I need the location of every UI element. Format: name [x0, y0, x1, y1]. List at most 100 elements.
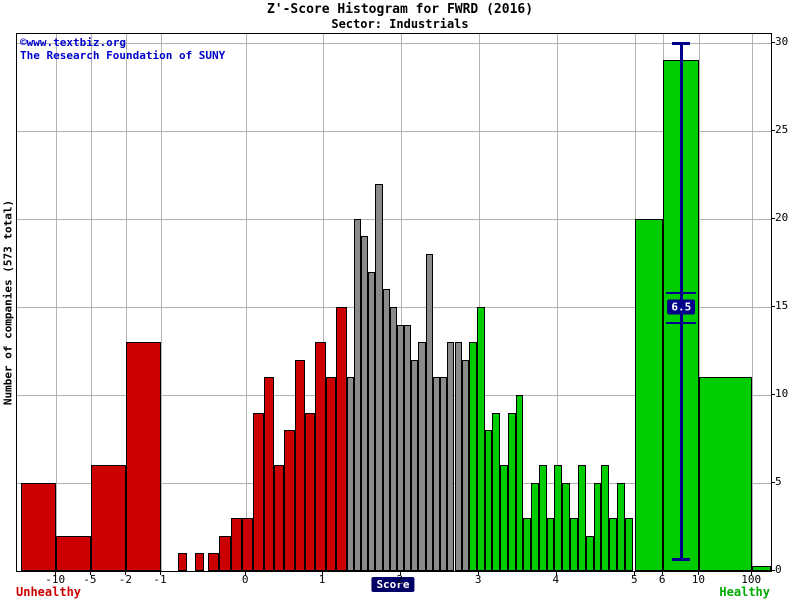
- histogram-bar: [601, 465, 610, 571]
- x-axis-tickmark: [751, 571, 753, 575]
- histogram-bar: [425, 254, 433, 571]
- chart-subtitle: Sector: Industrials: [331, 17, 469, 31]
- x-axis-tickmark: [399, 571, 401, 575]
- histogram-bar: [411, 359, 419, 571]
- histogram-bar: [361, 236, 369, 571]
- x-axis-tick-label: 3: [474, 573, 482, 586]
- x-gridline: [90, 34, 92, 571]
- histogram-bar: [253, 412, 264, 571]
- x-axis-tick-label: -1: [153, 573, 167, 586]
- histogram-bar: [507, 412, 516, 571]
- x-gridline: [400, 34, 402, 571]
- x-axis-tick-label: -5: [83, 573, 97, 586]
- y-axis-tick-label: 20: [775, 210, 789, 224]
- y-axis-tickmark: [771, 481, 775, 483]
- x-axis-tick-label: 4: [552, 573, 560, 586]
- histogram-bar: [305, 412, 316, 571]
- y-gridline: [17, 130, 771, 132]
- x-axis-tick-label: 100: [741, 573, 762, 586]
- x-axis-tickmark: [555, 571, 557, 575]
- watermark-org: The Research Foundation of SUNY: [20, 49, 226, 62]
- histogram-bar: [752, 565, 771, 571]
- y-axis-tickmark: [771, 129, 775, 131]
- histogram-bar: [617, 482, 625, 571]
- histogram-bar: [404, 324, 412, 571]
- histogram-bar: [523, 518, 532, 571]
- histogram-bar: [476, 306, 485, 571]
- histogram-bar: [554, 465, 563, 571]
- y-axis-tickmark: [771, 41, 775, 43]
- histogram-bar: [219, 535, 231, 571]
- histogram-bar: [538, 465, 547, 571]
- zscore-marker-top-cap: [672, 41, 691, 45]
- histogram-bar: [396, 324, 404, 571]
- histogram-bar: [284, 430, 295, 571]
- histogram-bar: [562, 482, 571, 571]
- y-axis-tickmark: [771, 393, 775, 395]
- histogram-bar: [593, 482, 602, 571]
- histogram-bar: [294, 359, 306, 571]
- histogram-bar: [325, 377, 337, 571]
- x-axis-tick-label: 6: [658, 573, 666, 586]
- histogram-bar: [484, 430, 493, 571]
- histogram-bar: [382, 289, 390, 571]
- x-axis-tickmark: [478, 571, 480, 575]
- histogram-bar: [389, 306, 397, 571]
- histogram-bar: [353, 218, 362, 571]
- histogram-bar: [375, 183, 383, 571]
- x-gridline: [752, 34, 754, 571]
- x-axis-tickmark: [160, 571, 161, 575]
- histogram-bar: [230, 518, 243, 571]
- chart-title: Z'-Score Histogram for FWRD (2016): [266, 2, 534, 17]
- histogram-bar: [454, 342, 462, 571]
- x-axis-tick-label: -10: [45, 573, 66, 586]
- unhealthy-label: Unhealthy: [16, 585, 82, 599]
- zscore-marker-lower-rule: [666, 321, 697, 324]
- x-gridline: [56, 34, 58, 571]
- zscore-marker-upper-rule: [666, 291, 697, 294]
- x-axis-tickmark: [322, 571, 324, 575]
- y-gridline: [17, 218, 771, 220]
- y-axis-tick-label: 10: [775, 386, 789, 400]
- plot-area: 6.5: [16, 33, 772, 572]
- histogram-bar: [577, 465, 586, 571]
- x-gridline: [699, 34, 701, 571]
- x-axis-tickmark: [245, 571, 247, 575]
- y-gridline: [17, 42, 771, 44]
- histogram-bar: [635, 218, 664, 571]
- histogram-bar: [699, 377, 753, 571]
- x-axis-tick-label: 2: [396, 573, 404, 586]
- histogram-bar: [468, 342, 477, 571]
- watermark-url: ©www.textbiz.org: [20, 36, 126, 49]
- zscore-marker-bottom-cap: [672, 557, 691, 561]
- histogram-bar: [515, 394, 524, 571]
- x-gridline: [126, 34, 128, 571]
- histogram-bar: [447, 342, 455, 571]
- x-axis-tickmark: [662, 571, 664, 575]
- histogram-bar: [440, 377, 448, 571]
- histogram-bar: [126, 342, 161, 571]
- x-gridline: [161, 34, 162, 571]
- y-axis-tick-label: 25: [775, 122, 789, 136]
- healthy-label: Healthy: [719, 585, 770, 599]
- x-axis-tick-label: 10: [691, 573, 705, 586]
- histogram-bar: [178, 553, 187, 571]
- x-gridline: [479, 34, 481, 571]
- histogram-bar: [625, 518, 633, 571]
- histogram-bar: [207, 553, 220, 571]
- histogram-bar: [432, 377, 441, 571]
- histogram-bar: [263, 377, 274, 571]
- x-gridline: [246, 34, 248, 571]
- histogram-bar: [20, 482, 57, 571]
- zscore-marker-label: 6.5: [667, 299, 696, 315]
- x-axis-label-score: Score: [371, 577, 415, 592]
- histogram-bar: [546, 518, 555, 571]
- x-axis-tickmark: [634, 571, 636, 575]
- y-axis-tickmark: [771, 570, 775, 571]
- x-axis-tickmark: [55, 571, 57, 575]
- histogram-bar: [315, 342, 326, 571]
- x-axis-tickmark: [125, 571, 127, 575]
- y-axis-tickmark: [771, 305, 775, 307]
- x-gridline: [556, 34, 558, 571]
